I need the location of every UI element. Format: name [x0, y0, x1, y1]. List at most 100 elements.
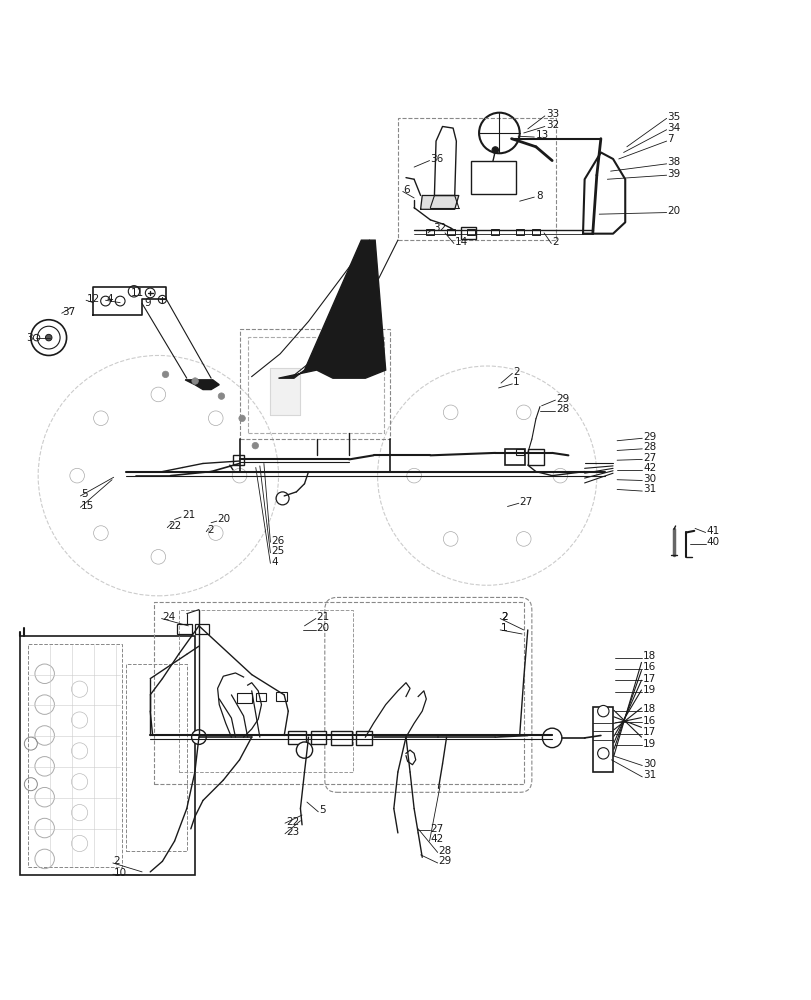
Circle shape: [597, 705, 608, 717]
Text: 41: 41: [706, 526, 719, 536]
Text: 4: 4: [106, 294, 113, 304]
Text: 7: 7: [667, 134, 673, 144]
Text: 2: 2: [513, 367, 519, 377]
Text: 12: 12: [87, 294, 100, 304]
Text: 18: 18: [642, 651, 655, 661]
Text: 2: 2: [551, 237, 558, 247]
Circle shape: [238, 415, 245, 422]
Bar: [446, 229, 454, 235]
Circle shape: [491, 147, 498, 153]
Text: 32: 32: [546, 120, 559, 130]
Text: 33: 33: [546, 109, 559, 119]
Bar: [592, 707, 612, 772]
Text: 29: 29: [556, 393, 569, 403]
Bar: [288, 731, 306, 744]
Text: 17: 17: [642, 727, 655, 737]
Text: 21: 21: [316, 612, 329, 622]
Text: 42: 42: [642, 463, 655, 473]
Text: 36: 36: [430, 154, 443, 164]
Text: 27: 27: [519, 497, 532, 507]
Bar: [28, 644, 122, 867]
Text: 20: 20: [217, 514, 230, 524]
Text: 42: 42: [430, 834, 443, 844]
Bar: [178, 610, 353, 772]
Text: 27: 27: [430, 824, 443, 834]
Text: 14: 14: [454, 237, 467, 247]
Bar: [331, 731, 351, 745]
Bar: [239, 329, 389, 439]
Text: 2: 2: [207, 525, 213, 535]
Bar: [177, 624, 191, 634]
Text: 19: 19: [642, 739, 655, 749]
Bar: [195, 624, 209, 634]
Text: 31: 31: [642, 484, 655, 494]
Bar: [531, 229, 539, 235]
Text: 5: 5: [319, 805, 325, 815]
Text: 28: 28: [642, 442, 655, 452]
Text: 26: 26: [271, 536, 284, 546]
Bar: [504, 449, 525, 465]
Text: 22: 22: [168, 521, 181, 531]
Polygon shape: [420, 196, 458, 209]
Bar: [237, 693, 251, 703]
Text: 40: 40: [706, 537, 719, 547]
Bar: [466, 229, 474, 235]
Bar: [527, 449, 543, 465]
Text: 16: 16: [642, 716, 655, 726]
Circle shape: [191, 730, 206, 744]
Circle shape: [251, 442, 258, 449]
Text: 1: 1: [500, 623, 507, 633]
Text: 20: 20: [316, 623, 329, 633]
Text: 1: 1: [513, 377, 519, 387]
Bar: [426, 229, 434, 235]
Text: 2: 2: [500, 612, 507, 622]
Text: 38: 38: [667, 157, 680, 167]
Text: 27: 27: [642, 453, 655, 463]
Text: 28: 28: [438, 846, 451, 856]
Bar: [20, 636, 195, 875]
Text: 35: 35: [667, 112, 680, 122]
Text: 11: 11: [131, 288, 144, 298]
Bar: [461, 227, 475, 239]
Text: 6: 6: [403, 185, 410, 195]
Text: 28: 28: [556, 404, 569, 414]
Polygon shape: [185, 380, 219, 390]
Bar: [126, 664, 187, 851]
Text: 4: 4: [271, 557, 277, 567]
Bar: [247, 337, 384, 433]
Bar: [269, 368, 300, 415]
Text: 5: 5: [81, 489, 88, 499]
Text: 37: 37: [62, 307, 75, 317]
Text: 1: 1: [500, 623, 507, 633]
Text: 2: 2: [114, 856, 120, 866]
Text: 31: 31: [642, 770, 655, 780]
Bar: [515, 449, 523, 455]
Circle shape: [542, 728, 561, 748]
Text: 22: 22: [285, 817, 298, 827]
Bar: [355, 731, 371, 745]
Circle shape: [597, 748, 608, 759]
Circle shape: [45, 334, 52, 341]
Bar: [515, 229, 523, 235]
Text: 16: 16: [642, 662, 655, 672]
Bar: [233, 455, 244, 465]
Text: 30: 30: [642, 474, 655, 484]
Bar: [276, 692, 287, 701]
Text: 13: 13: [535, 130, 548, 140]
Text: 9: 9: [144, 298, 151, 308]
Bar: [397, 118, 556, 240]
Polygon shape: [278, 240, 385, 378]
Text: 25: 25: [271, 546, 284, 556]
Text: 29: 29: [438, 856, 451, 866]
Text: 15: 15: [81, 501, 94, 511]
Text: 3: 3: [26, 333, 32, 343]
Text: 32: 32: [432, 223, 445, 233]
Bar: [154, 601, 523, 784]
Text: 34: 34: [667, 123, 680, 133]
Text: 8: 8: [535, 191, 542, 201]
Text: 2: 2: [500, 612, 507, 622]
Circle shape: [162, 371, 169, 378]
Circle shape: [218, 393, 225, 399]
Text: 30: 30: [642, 759, 655, 769]
Text: 23: 23: [285, 827, 298, 837]
